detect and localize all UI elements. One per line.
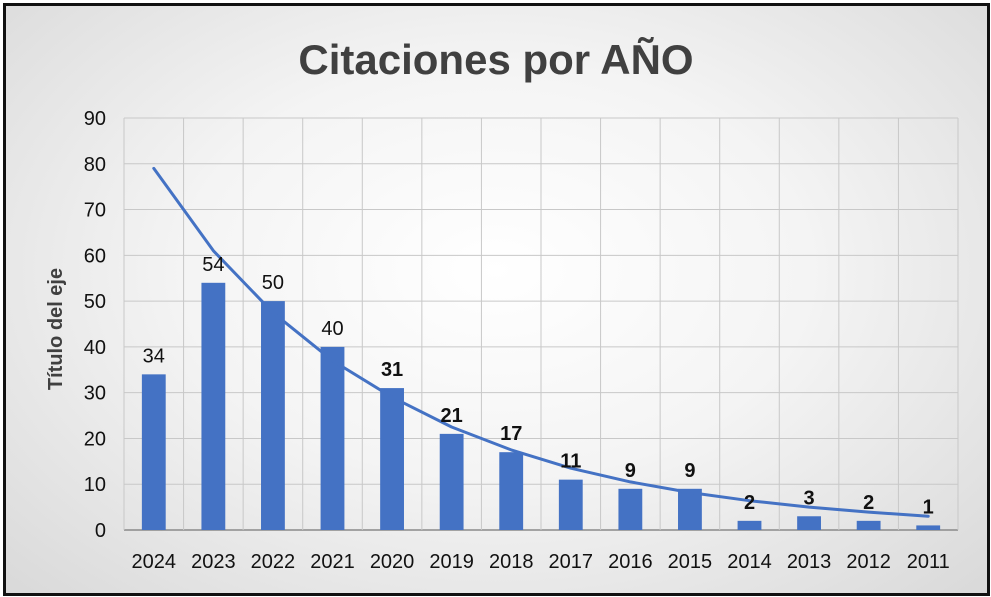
x-tick-label: 2021	[310, 551, 355, 573]
y-tick-label: 10	[84, 474, 106, 496]
x-tick-label: 2011	[907, 551, 950, 573]
data-label: 9	[625, 460, 636, 482]
x-tick-label: 2014	[727, 551, 772, 573]
chart-frame: Citaciones por AÑO Título del eje 34 54 50…	[3, 3, 990, 596]
trendline	[152, 166, 930, 518]
bar	[916, 525, 941, 530]
x-tick-label: 2023	[191, 551, 236, 573]
y-tick-label: 20	[84, 428, 106, 450]
y-tick-label: 40	[84, 337, 106, 359]
x-tick-label: 2018	[489, 551, 534, 573]
x-tick-label: 2017	[549, 551, 594, 573]
y-tick-label: 30	[84, 383, 106, 405]
data-label: 9	[684, 460, 695, 482]
x-tick-label: 2022	[251, 551, 296, 573]
bar	[618, 488, 643, 530]
bar	[856, 520, 881, 530]
data-label: 50	[262, 272, 284, 294]
y-axis-title: Título del eje	[45, 268, 67, 390]
x-tick-label: 2016	[608, 551, 653, 573]
bar	[797, 516, 821, 530]
x-tick-label: 2019	[429, 551, 474, 573]
y-tick-label: 70	[84, 200, 106, 222]
data-label: 2	[744, 492, 755, 514]
bar	[320, 346, 345, 530]
chart-svg: Citaciones por AÑO Título del eje 34 54 50…	[45, 36, 959, 573]
grid-layer	[123, 117, 959, 531]
bar	[499, 452, 524, 530]
data-label: 40	[321, 318, 343, 340]
data-label: 34	[143, 345, 165, 367]
chart-title: Citaciones por AÑO	[298, 36, 693, 83]
x-tick-label: 2013	[787, 551, 832, 573]
y-tick-label: 0	[95, 520, 106, 542]
bar	[439, 433, 464, 530]
bar	[380, 388, 404, 530]
x-tick-label: 2020	[370, 551, 415, 573]
x-tick-label: 2012	[846, 551, 891, 573]
bar	[141, 374, 166, 530]
data-label: 3	[804, 487, 815, 509]
data-label: 2	[863, 492, 874, 514]
data-label: 54	[202, 254, 224, 276]
bar	[201, 282, 226, 530]
y-tick-label: 50	[84, 291, 106, 313]
x-tick-label: 2015	[668, 551, 713, 573]
bars-layer	[141, 282, 941, 530]
tick-labels-layer: 0 10 20 30 40 50 60 70 80 90 2024 2023 2022 2021 2020 2…	[84, 108, 950, 573]
bar	[558, 479, 583, 530]
trendline-layer	[152, 166, 930, 518]
data-label: 31	[381, 359, 403, 381]
y-tick-label: 60	[84, 245, 106, 267]
y-tick-label: 80	[84, 154, 106, 176]
x-tick-label: 2024	[132, 551, 177, 573]
data-label: 17	[500, 423, 522, 445]
bar	[261, 301, 285, 530]
data-label: 1	[923, 496, 934, 518]
y-tick-label: 90	[84, 108, 106, 130]
bar	[678, 488, 702, 530]
data-label: 11	[560, 451, 581, 473]
bar	[737, 520, 762, 530]
data-label: 21	[441, 405, 463, 427]
